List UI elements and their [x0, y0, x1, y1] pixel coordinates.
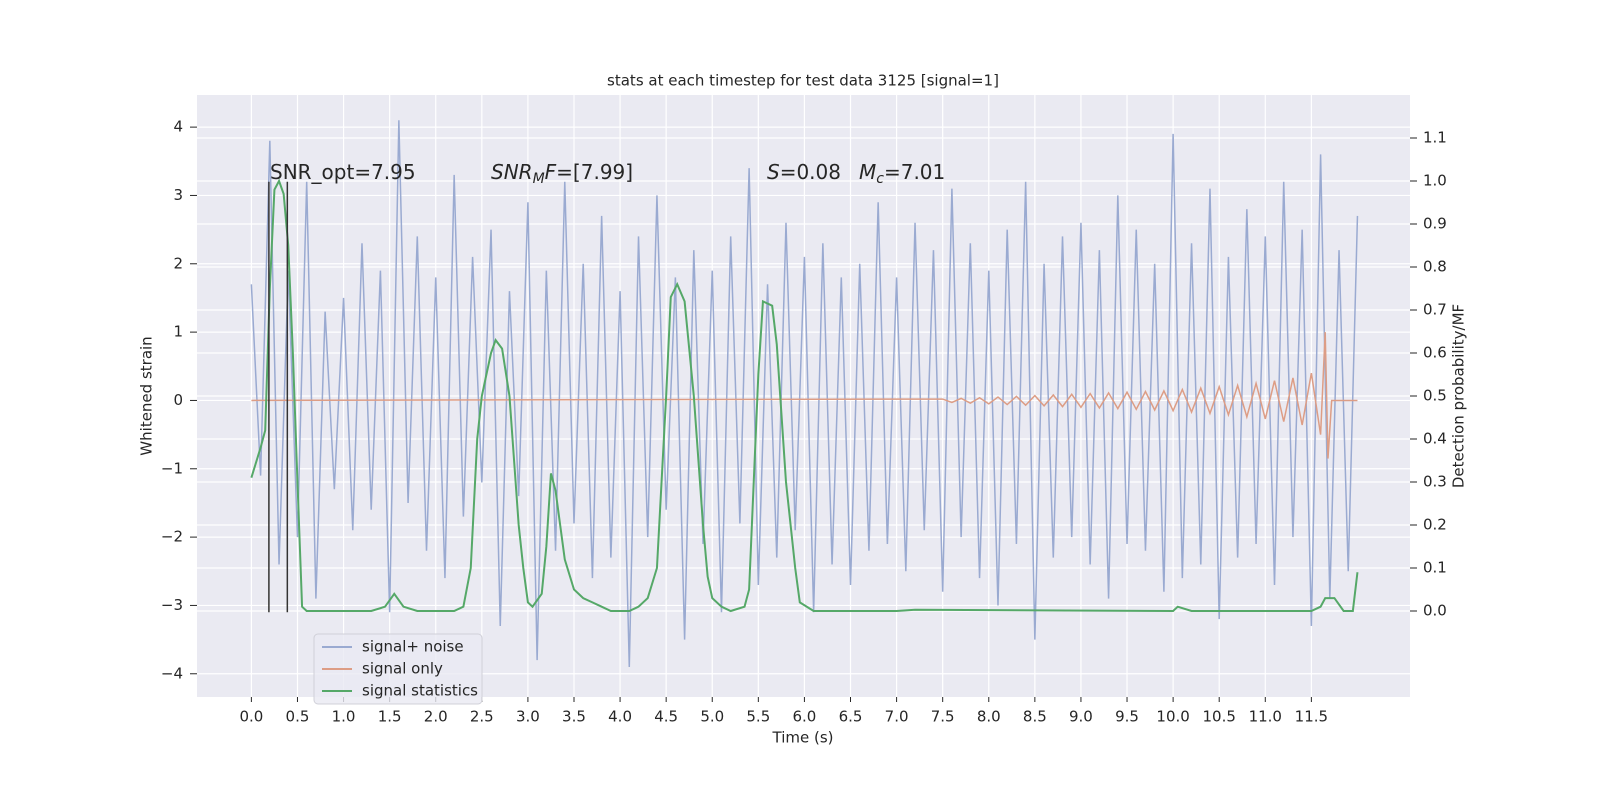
- y2-tick-label: 0.7: [1423, 301, 1447, 319]
- annotation: Mc=7.01: [859, 160, 945, 188]
- x-tick-label: 3.0: [516, 708, 540, 726]
- y-tick-label: 4: [173, 118, 183, 136]
- y-tick-label: 0: [173, 391, 183, 409]
- x-tick-label: 7.0: [885, 708, 909, 726]
- x-tick-label: 4.5: [654, 708, 678, 726]
- x-tick-label: 2.0: [424, 708, 448, 726]
- legend-label: signal only: [362, 660, 443, 678]
- x-tick-label: 1.0: [332, 708, 356, 726]
- series-line: [251, 332, 1358, 459]
- y-tick-label: 1: [173, 323, 183, 341]
- annotation: SNR_opt=7.95: [270, 160, 416, 184]
- x-tick-label: 2.5: [470, 708, 494, 726]
- legend-label: signal statistics: [362, 682, 478, 700]
- series-line: [250, 120, 1359, 667]
- x-tick-label: 10.5: [1202, 708, 1235, 726]
- chart-title: stats at each timestep for test data 312…: [607, 72, 999, 90]
- annotation: S=0.08: [767, 160, 841, 184]
- y-tick-label: −1: [161, 459, 183, 477]
- y2-tick-label: 0.2: [1423, 516, 1447, 534]
- x-tick-label: 0.0: [239, 708, 263, 726]
- x-axis-label: Time (s): [772, 729, 834, 747]
- x-tick-label: 8.5: [1023, 708, 1047, 726]
- y2-tick-label: 0.6: [1423, 344, 1447, 362]
- y2-tick-label: 1.0: [1423, 172, 1447, 190]
- y-tick-label: −3: [161, 596, 183, 614]
- annotation-part: M: [533, 171, 545, 187]
- y2-axis-label: Detection probability/MF: [1450, 304, 1468, 488]
- annotation-part: =[7.99]: [556, 160, 633, 184]
- y2-tick-label: 0.5: [1423, 387, 1447, 405]
- annotation-part: SNR: [491, 160, 533, 184]
- annotation: SNRMF=[7.99]: [491, 160, 633, 188]
- y2-tick-label: 0.1: [1423, 559, 1447, 577]
- y-axis-label: Whitened strain: [138, 336, 156, 455]
- x-tick-label: 10.0: [1156, 708, 1189, 726]
- x-tick-label: 9.0: [1069, 708, 1093, 726]
- series-line: [250, 178, 1359, 613]
- legend-box: [313, 633, 483, 705]
- x-tick-label: 11.5: [1295, 708, 1328, 726]
- y2-tick-label: 0.3: [1423, 473, 1447, 491]
- annotation-part: M: [859, 160, 876, 184]
- x-tick-label: 6.5: [839, 708, 863, 726]
- x-tick-label: 5.5: [746, 708, 770, 726]
- x-tick-label: 4.0: [608, 708, 632, 726]
- annotation-part: S: [767, 160, 780, 184]
- x-tick-label: 8.0: [977, 708, 1001, 726]
- y-tick-label: −4: [161, 664, 183, 682]
- annotation-part: SNR_opt=7.95: [270, 160, 416, 184]
- x-tick-label: 0.5: [286, 708, 310, 726]
- annotation-part: F: [545, 160, 557, 184]
- annotation-part: c: [876, 171, 884, 187]
- y2-tick-label: 0.9: [1423, 215, 1447, 233]
- legend-label: signal+ noise: [362, 638, 464, 656]
- y2-tick-label: 0.8: [1423, 258, 1447, 276]
- y2-tick-label: 1.1: [1423, 129, 1447, 147]
- y2-tick-label: 0.4: [1423, 430, 1447, 448]
- y2-tick-label: 0.0: [1423, 602, 1447, 620]
- annotation-part: =0.08: [780, 160, 841, 184]
- x-tick-label: 9.5: [1115, 708, 1139, 726]
- x-tick-label: 11.0: [1249, 708, 1282, 726]
- x-tick-label: 7.5: [931, 708, 955, 726]
- x-tick-label: 6.0: [792, 708, 816, 726]
- y-tick-label: 3: [173, 186, 183, 204]
- x-tick-label: 3.5: [562, 708, 586, 726]
- y-tick-label: −2: [161, 528, 183, 546]
- annotation-part: =7.01: [884, 160, 945, 184]
- x-tick-label: 5.0: [700, 708, 724, 726]
- x-tick-label: 1.5: [378, 708, 402, 726]
- y-tick-label: 2: [173, 254, 183, 272]
